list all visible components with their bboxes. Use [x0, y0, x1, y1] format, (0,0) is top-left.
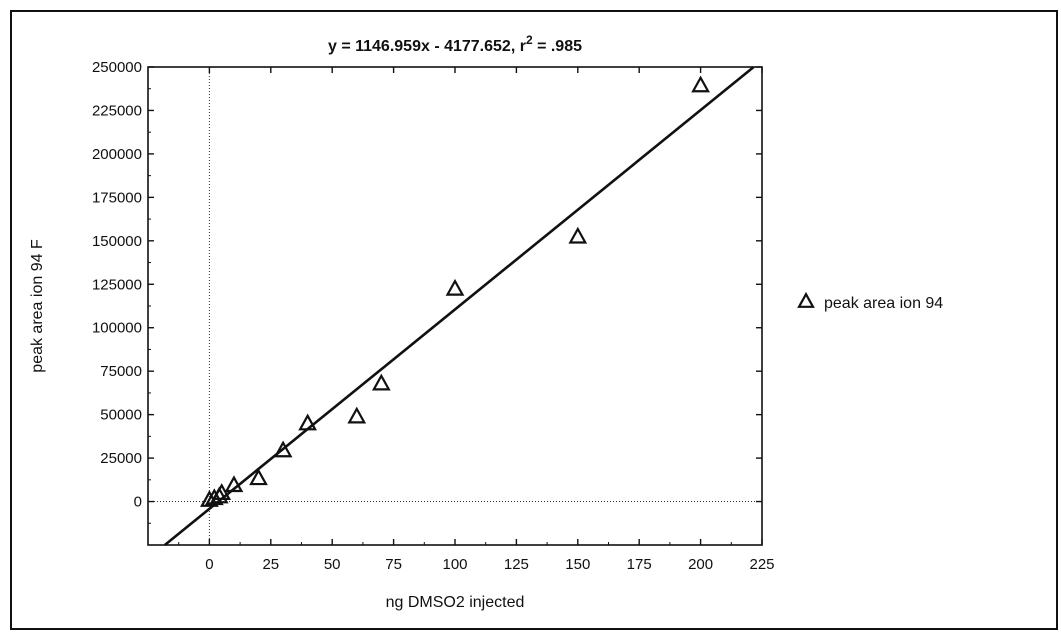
y-axis-label: peak area ion 94 F — [29, 239, 46, 373]
y-tick-label: 125000 — [92, 276, 142, 293]
chart-frame — [10, 10, 1058, 630]
y-tick-label: 225000 — [92, 102, 142, 119]
data-point — [249, 468, 268, 486]
legend-label: peak area ion 94 — [824, 295, 943, 312]
x-tick-label: 225 — [749, 556, 774, 573]
x-tick-label: 125 — [504, 556, 529, 573]
x-tick-label: 100 — [442, 556, 467, 573]
x-tick-label: 175 — [627, 556, 652, 573]
data-point — [691, 75, 710, 93]
y-tick-label: 50000 — [100, 407, 142, 424]
x-tick-label: 25 — [262, 556, 279, 573]
y-tick-label: 0 — [134, 494, 142, 511]
x-tick-label: 0 — [205, 556, 213, 573]
x-tick-label: 150 — [565, 556, 590, 573]
data-point — [224, 475, 244, 493]
y-tick-label: 100000 — [92, 320, 142, 337]
y-tick-label: 200000 — [92, 146, 142, 163]
y-tick-label: 250000 — [92, 59, 142, 76]
x-tick-label: 75 — [385, 556, 402, 573]
plot-border — [147, 66, 763, 546]
regression-line — [163, 65, 755, 547]
y-tick-label: 25000 — [100, 450, 142, 467]
y-tick-label: 75000 — [100, 363, 142, 380]
x-tick-label: 50 — [324, 556, 341, 573]
x-axis-label: ng DMSO2 injected — [386, 594, 525, 611]
data-point — [371, 373, 391, 391]
y-tick-label: 175000 — [92, 189, 142, 206]
data-point — [445, 278, 465, 296]
data-point — [347, 406, 367, 424]
data-point — [568, 226, 588, 244]
data-point — [298, 413, 318, 431]
data-point — [204, 488, 224, 506]
x-tick-label: 200 — [688, 556, 713, 573]
y-tick-label: 150000 — [92, 233, 142, 250]
data-point — [273, 440, 293, 458]
chart-title: y = 1146.959x - 4177.652, r2 = .985 — [328, 33, 582, 55]
legend-marker — [797, 291, 815, 308]
